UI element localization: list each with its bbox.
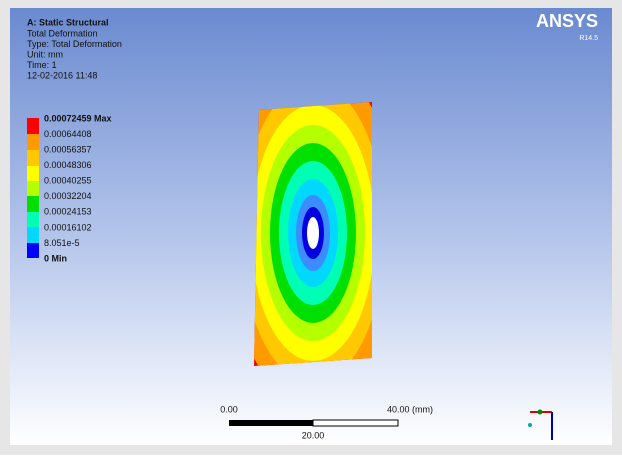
legend-label: 0.00056357	[44, 144, 92, 154]
legend-band	[27, 227, 39, 243]
legend-band	[27, 196, 39, 212]
logo-version: R14.5	[579, 35, 598, 42]
viewport: A: Static Structural Total DeformationTy…	[0, 0, 622, 455]
header-line: Type: Total Deformation	[27, 39, 122, 49]
legend-label: 0.00072459 Max	[44, 113, 112, 123]
legend-band	[27, 212, 39, 227]
scale-bar	[229, 420, 398, 426]
legend-label: 0 Min	[44, 253, 67, 263]
logo: ANSYS	[536, 11, 598, 31]
legend-label: 8.051e-5	[44, 238, 80, 248]
legend-band	[27, 150, 39, 166]
scale-end: 40.00 (mm)	[387, 404, 433, 414]
legend	[27, 118, 39, 258]
header-line: Total Deformation	[27, 28, 98, 38]
legend-label: 0.00024153	[44, 207, 92, 217]
legend-band	[27, 134, 39, 150]
legend-label: 0.00064408	[44, 129, 92, 139]
legend-band	[27, 243, 39, 258]
scale-middle: 20.00	[302, 430, 325, 440]
header-line: 12-02-2016 11:48	[27, 70, 97, 80]
legend-label: 0.00040255	[44, 176, 92, 186]
legend-label: 0.00032204	[44, 191, 92, 201]
legend-band	[27, 166, 39, 181]
legend-band	[27, 118, 39, 134]
header-line: Time: 1	[27, 60, 57, 70]
header-line: Unit: mm	[27, 49, 63, 59]
scale-start: 0.00	[220, 404, 238, 414]
legend-label: 0.00048306	[44, 160, 92, 170]
analysis-title: A: Static Structural	[27, 17, 109, 27]
legend-band	[27, 181, 39, 196]
legend-label: 0.00016102	[44, 222, 92, 232]
